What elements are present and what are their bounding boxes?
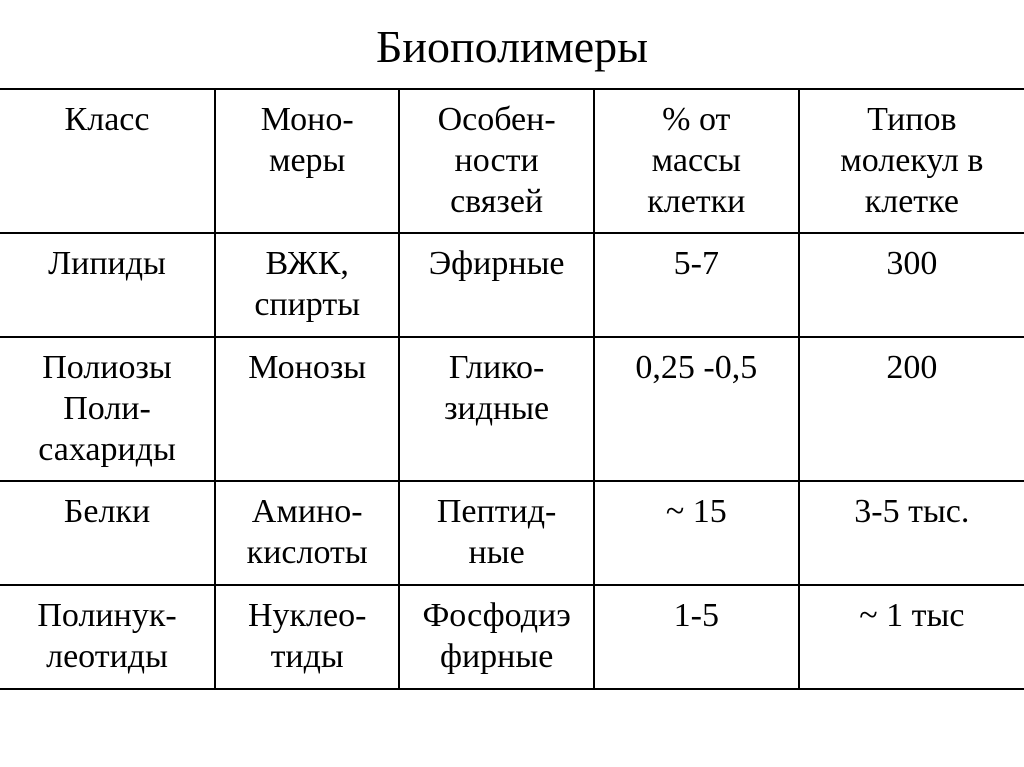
cell-percent: ~ 15	[594, 481, 799, 585]
header-types: Типов молекул в клетке	[799, 89, 1024, 233]
cell-monomers: ВЖК, спирты	[215, 233, 399, 337]
header-class: Класс	[0, 89, 215, 233]
cell-bonds: Эфирные	[399, 233, 594, 337]
cell-class: Липиды	[0, 233, 215, 337]
cell-bonds: Глико- зидные	[399, 337, 594, 481]
table-row: Полиозы Поли- сахариды Монозы Глико- зид…	[0, 337, 1024, 481]
cell-bonds: Фосфодиэ фирные	[399, 585, 594, 689]
table-header-row: Класс Моно- меры Особен- ности связей % …	[0, 89, 1024, 233]
cell-percent: 0,25 -0,5	[594, 337, 799, 481]
header-bonds: Особен- ности связей	[399, 89, 594, 233]
cell-class: Белки	[0, 481, 215, 585]
cell-class: Полиозы Поли- сахариды	[0, 337, 215, 481]
cell-monomers: Амино- кислоты	[215, 481, 399, 585]
header-monomers: Моно- меры	[215, 89, 399, 233]
cell-monomers: Монозы	[215, 337, 399, 481]
cell-percent: 5-7	[594, 233, 799, 337]
cell-types: 3-5 тыс.	[799, 481, 1024, 585]
cell-types: ~ 1 тыс	[799, 585, 1024, 689]
cell-monomers: Нуклео- тиды	[215, 585, 399, 689]
cell-types: 200	[799, 337, 1024, 481]
cell-percent: 1-5	[594, 585, 799, 689]
biopolymers-table: Класс Моно- меры Особен- ности связей % …	[0, 88, 1024, 690]
page-title: Биополимеры	[0, 20, 1024, 73]
header-percent: % от массы клетки	[594, 89, 799, 233]
table-row: Полинук- леотиды Нуклео- тиды Фосфодиэ ф…	[0, 585, 1024, 689]
cell-bonds: Пептид- ные	[399, 481, 594, 585]
cell-types: 300	[799, 233, 1024, 337]
cell-class: Полинук- леотиды	[0, 585, 215, 689]
table-row: Липиды ВЖК, спирты Эфирные 5-7 300	[0, 233, 1024, 337]
table-row: Белки Амино- кислоты Пептид- ные ~ 15 3-…	[0, 481, 1024, 585]
